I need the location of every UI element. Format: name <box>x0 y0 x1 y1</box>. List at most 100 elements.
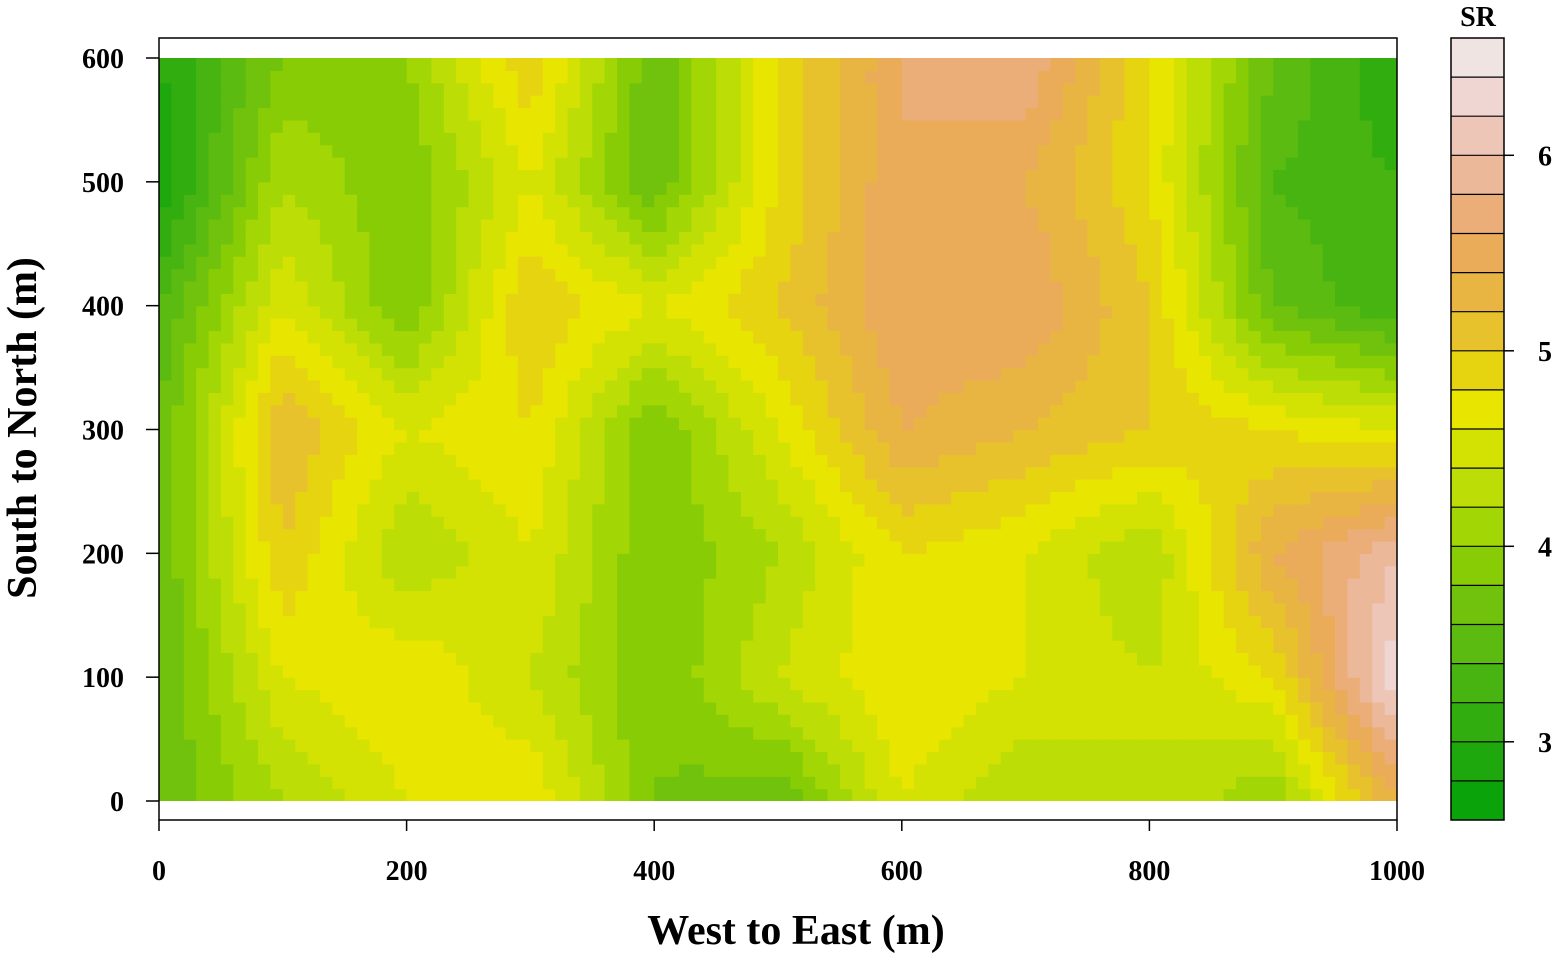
contour-cell <box>245 305 259 319</box>
contour-cell <box>480 627 494 641</box>
contour-cell <box>567 243 581 257</box>
contour-cell <box>1322 714 1336 728</box>
contour-cell <box>220 565 234 579</box>
contour-cell <box>159 417 172 431</box>
contour-cell <box>357 540 371 554</box>
contour-cell <box>1236 379 1250 393</box>
contour-cell <box>220 392 234 406</box>
contour-cell <box>1335 441 1349 455</box>
contour-cell <box>654 392 668 406</box>
contour-cell <box>159 218 172 232</box>
contour-cell <box>1000 776 1014 790</box>
contour-cell <box>839 776 853 790</box>
contour-cell <box>1149 726 1163 740</box>
contour-cell <box>319 503 333 517</box>
contour-cell <box>1322 367 1336 381</box>
contour-cell <box>258 528 272 542</box>
contour-cell <box>827 318 841 332</box>
contour-cell <box>307 553 321 567</box>
contour-cell <box>443 776 457 790</box>
contour-cell <box>245 516 259 530</box>
contour-cell <box>1062 318 1076 332</box>
contour-cell <box>641 503 655 517</box>
contour-cell <box>629 726 643 740</box>
contour-cell <box>716 590 730 604</box>
contour-cell <box>1273 256 1287 270</box>
contour-cell <box>357 491 371 505</box>
contour-cell <box>604 553 618 567</box>
contour-cell <box>839 466 853 480</box>
contour-cell <box>369 627 383 641</box>
contour-cell <box>1037 491 1051 505</box>
contour-cell <box>877 726 891 740</box>
contour-cell <box>740 652 754 666</box>
contour-cell <box>877 256 891 270</box>
contour-cell <box>901 268 915 282</box>
contour-cell <box>790 479 804 493</box>
contour-cell <box>270 367 284 381</box>
contour-cell <box>1285 664 1299 678</box>
contour-cell <box>938 194 952 208</box>
contour-cell <box>1186 318 1200 332</box>
contour-cell <box>592 330 606 344</box>
contour-cell <box>431 392 445 406</box>
contour-cell <box>245 615 259 629</box>
contour-cell <box>963 565 977 579</box>
contour-cell <box>456 392 470 406</box>
contour-cell <box>654 627 668 641</box>
contour-cell <box>1211 689 1225 703</box>
contour-cell <box>332 305 346 319</box>
contour-cell <box>518 701 531 715</box>
contour-cell <box>1335 342 1349 356</box>
contour-cell <box>666 417 680 431</box>
contour-cell <box>258 751 272 765</box>
contour-cell <box>1236 578 1250 592</box>
contour-cell <box>976 280 990 294</box>
contour-cell <box>654 689 668 703</box>
contour-cell <box>1037 788 1051 801</box>
contour-cell <box>530 652 544 666</box>
contour-cell <box>381 231 395 245</box>
contour-cell <box>1236 218 1250 232</box>
contour-cell <box>567 181 581 195</box>
contour-cell <box>1335 318 1349 332</box>
contour-cell <box>1248 565 1262 579</box>
contour-cell <box>1248 318 1262 332</box>
contour-cell <box>1223 429 1237 443</box>
contour-cell <box>1174 355 1188 369</box>
contour-cell <box>1050 367 1064 381</box>
contour-cell <box>505 194 519 208</box>
contour-cell <box>778 181 791 195</box>
contour-cell <box>456 342 470 356</box>
contour-cell <box>604 590 618 604</box>
contour-cell <box>332 776 346 790</box>
contour-cell <box>901 231 915 245</box>
contour-cell <box>740 763 754 777</box>
contour-cell <box>369 367 383 381</box>
contour-cell <box>468 701 482 715</box>
contour-cell <box>1174 231 1188 245</box>
contour-cell <box>827 578 841 592</box>
contour-cell <box>1149 491 1163 505</box>
contour-cell <box>1161 404 1175 418</box>
contour-cell <box>196 218 210 232</box>
contour-cell <box>196 231 210 245</box>
contour-cell <box>1223 751 1237 765</box>
contour-cell <box>1186 615 1200 629</box>
contour-cell <box>641 441 655 455</box>
contour-cell <box>196 553 210 567</box>
contour-cell <box>295 739 309 753</box>
contour-cell <box>901 652 915 666</box>
contour-cell <box>1310 602 1324 616</box>
contour-cell <box>319 615 333 629</box>
contour-cell <box>258 280 272 294</box>
contour-cell <box>1124 256 1138 270</box>
contour-cell <box>604 578 618 592</box>
contour-cell <box>1322 355 1336 369</box>
contour-cell <box>778 689 791 703</box>
contour-cell <box>1124 479 1138 493</box>
contour-cell <box>988 615 1002 629</box>
contour-cell <box>951 677 965 691</box>
contour-cell <box>963 726 977 740</box>
contour-cell <box>233 528 247 542</box>
